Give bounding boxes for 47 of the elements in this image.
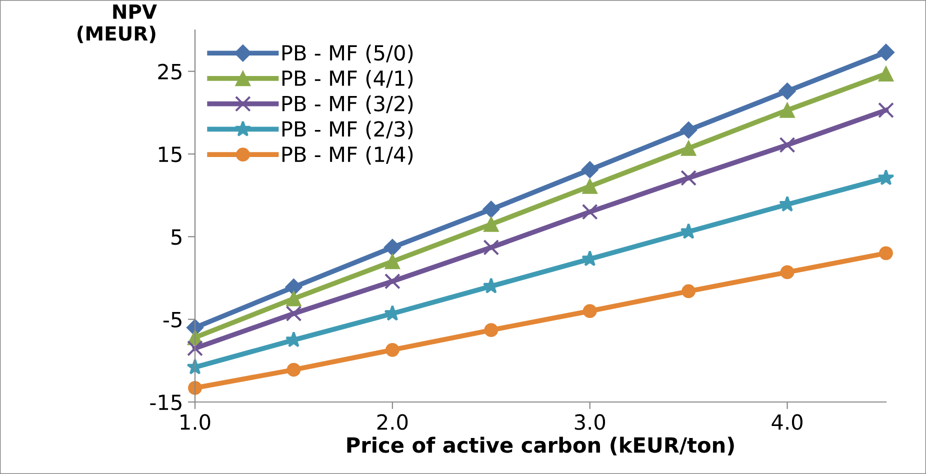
x-tick-label: 4.0	[772, 414, 802, 430]
point	[384, 273, 400, 290]
x-tick-label: 2.0	[377, 414, 408, 430]
y-axis-title: NPV (MEUR)	[78, 4, 157, 44]
point	[682, 284, 696, 298]
point	[384, 238, 401, 256]
x-axis-title: Price of active carbon (kEUR/ton)	[347, 436, 734, 456]
point	[878, 102, 894, 118]
legend-label: PB - MF (3/2)	[282, 95, 413, 114]
point	[385, 342, 400, 357]
point	[680, 140, 696, 156]
point	[582, 304, 597, 318]
legend-label: PB - MF (4/1)	[282, 70, 413, 89]
point	[483, 239, 500, 256]
point	[780, 102, 795, 118]
point	[484, 323, 498, 338]
x-tick-label: 3.0	[574, 414, 606, 430]
y-tick-label: -15	[150, 394, 182, 410]
point	[680, 121, 698, 139]
point	[482, 200, 500, 218]
point	[285, 278, 302, 296]
point	[779, 136, 796, 153]
point	[484, 216, 499, 232]
point	[879, 246, 893, 260]
y-tick-label: 15	[158, 146, 182, 162]
point	[286, 306, 302, 322]
legend-label: PB - MF (1/4)	[282, 146, 413, 165]
point	[778, 82, 796, 100]
y-tick-label: 25	[158, 64, 182, 80]
legend-label: PB - MF (2/3)	[282, 120, 413, 140]
point	[286, 291, 302, 306]
point	[680, 170, 697, 186]
point	[286, 362, 301, 377]
x-tick-label: 1.0	[180, 414, 210, 430]
point	[581, 161, 598, 178]
point	[187, 340, 203, 356]
point	[780, 265, 794, 280]
point	[384, 254, 400, 270]
y-tick-label: -5	[163, 312, 182, 328]
point	[582, 204, 598, 220]
point	[878, 66, 894, 82]
point	[877, 44, 895, 61]
y-tick-label: 5	[172, 229, 182, 245]
point	[582, 178, 598, 194]
point	[878, 169, 894, 186]
point	[188, 381, 202, 395]
legend-label: PB - MF (5/0)	[282, 44, 413, 64]
